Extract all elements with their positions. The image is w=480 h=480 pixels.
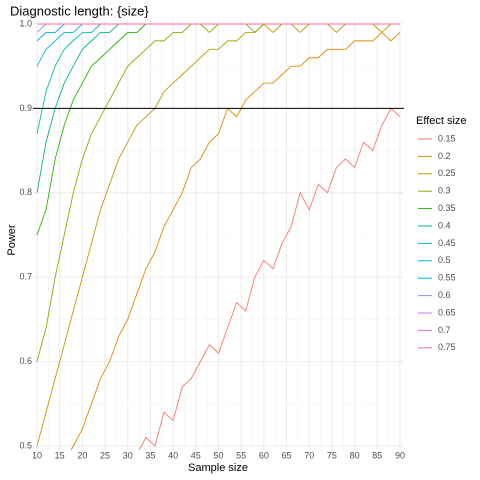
legend-label: 0.5 (438, 255, 451, 265)
y-tick-label: 0.9 (19, 103, 32, 113)
x-tick-label: 10 (32, 450, 42, 460)
legend-label: 0.15 (438, 133, 456, 143)
x-tick-label: 85 (372, 450, 382, 460)
legend-label: 0.55 (438, 273, 456, 283)
x-tick-label: 30 (123, 450, 133, 460)
x-tick-label: 20 (77, 450, 87, 460)
legend-label: 0.25 (438, 168, 456, 178)
legend-label: 0.2 (438, 151, 451, 161)
legend-label: 0.4 (438, 220, 451, 230)
legend-label: 0.3 (438, 186, 451, 196)
x-tick-label: 65 (282, 450, 292, 460)
y-tick-label: 1.0 (19, 18, 32, 28)
y-tick-label: 0.6 (19, 356, 32, 366)
y-tick-label: 0.7 (19, 272, 32, 282)
x-tick-label: 35 (145, 450, 155, 460)
x-tick-label: 40 (168, 450, 178, 460)
x-tick-label: 90 (395, 450, 405, 460)
x-tick-label: 50 (213, 450, 223, 460)
x-tick-label: 80 (350, 450, 360, 460)
x-axis-label: Sample size (188, 462, 248, 474)
x-tick-label: 15 (55, 450, 65, 460)
y-tick-label: 0.8 (19, 187, 32, 197)
legend-label: 0.6 (438, 290, 451, 300)
y-tick-label: 0.5 (19, 440, 32, 450)
legend-title: Effect size (416, 115, 467, 127)
legend-label: 0.45 (438, 238, 456, 248)
x-tick-label: 70 (304, 450, 314, 460)
series-line (138, 107, 401, 450)
plot-lines (33, 23, 404, 450)
series-line (36, 23, 400, 447)
x-tick-label: 75 (327, 450, 337, 460)
chart-title: Diagnostic length: {size} (10, 3, 149, 18)
series-line (70, 31, 401, 450)
x-tick-label: 55 (236, 450, 246, 460)
x-tick-label: 60 (259, 450, 269, 460)
legend-label: 0.35 (438, 203, 456, 213)
x-tick-label: 25 (100, 450, 110, 460)
y-axis-label: Power (6, 224, 18, 256)
legend-label: 0.7 (438, 325, 451, 335)
legend-label: 0.65 (438, 307, 456, 317)
grid (33, 20, 404, 450)
legend-label: 0.75 (438, 342, 456, 352)
x-tick-label: 45 (191, 450, 201, 460)
